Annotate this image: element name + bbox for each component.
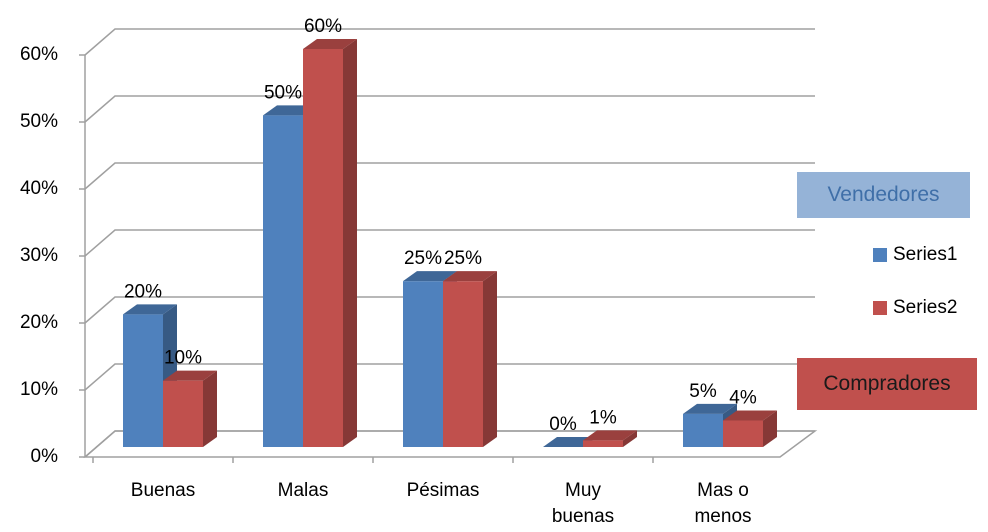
bar-top xyxy=(583,430,637,441)
x-tick-label: Malas xyxy=(277,480,329,501)
y-tick-label: 40% xyxy=(20,178,58,199)
data-label: 50% xyxy=(264,82,302,103)
bar-side xyxy=(203,370,217,447)
y-tick-label: 10% xyxy=(20,379,58,400)
annotation: Compradores xyxy=(797,358,977,410)
bar-side xyxy=(483,271,497,447)
annotation: Vendedores xyxy=(797,172,970,218)
bar xyxy=(683,413,723,447)
data-label: 4% xyxy=(729,387,757,408)
data-label: 10% xyxy=(164,348,202,369)
bar xyxy=(123,314,163,447)
grid-line xyxy=(84,28,815,56)
grid-line xyxy=(84,95,815,123)
x-tick-label: Mas o menos xyxy=(694,480,752,527)
grid-line xyxy=(84,296,815,324)
data-label: 25% xyxy=(404,248,442,269)
y-tick-label: 30% xyxy=(20,245,58,266)
x-tick-label: Buenas xyxy=(130,480,196,501)
grid-line xyxy=(84,229,815,257)
bar xyxy=(403,281,443,447)
data-label: 5% xyxy=(689,381,717,402)
bar-top xyxy=(163,370,217,381)
bar-side xyxy=(623,430,637,447)
grid-line xyxy=(84,363,815,391)
bar xyxy=(443,281,483,447)
legend-swatch xyxy=(873,248,887,262)
legend-label: Series2 xyxy=(893,297,957,318)
bar xyxy=(163,380,203,447)
y-tick-label: 20% xyxy=(20,312,58,333)
data-label: 0% xyxy=(549,414,577,435)
legend-label: Series1 xyxy=(893,244,957,265)
data-label: 60% xyxy=(304,16,342,37)
bar-side xyxy=(763,410,777,447)
bar-top xyxy=(443,271,497,282)
data-label: 1% xyxy=(589,407,617,428)
legend-swatch xyxy=(873,301,887,315)
grid-line xyxy=(84,162,815,190)
y-tick-label: 50% xyxy=(20,111,58,132)
bar-top xyxy=(123,304,177,315)
bar-side xyxy=(343,39,357,447)
bar-top xyxy=(683,403,737,414)
data-label: 20% xyxy=(124,281,162,302)
data-label: 25% xyxy=(444,248,482,269)
grid-line xyxy=(84,430,815,458)
y-tick-label: 0% xyxy=(31,446,59,467)
bar-top xyxy=(723,410,777,421)
bar xyxy=(263,115,303,447)
bar-top xyxy=(403,271,457,282)
bar xyxy=(303,49,343,447)
x-tick-label: Muy buenas xyxy=(551,480,615,527)
bar-top xyxy=(303,39,357,49)
bar xyxy=(583,440,623,447)
y-tick-label: 60% xyxy=(20,44,58,65)
x-tick-label: Pésimas xyxy=(406,480,480,501)
bar xyxy=(723,420,763,447)
